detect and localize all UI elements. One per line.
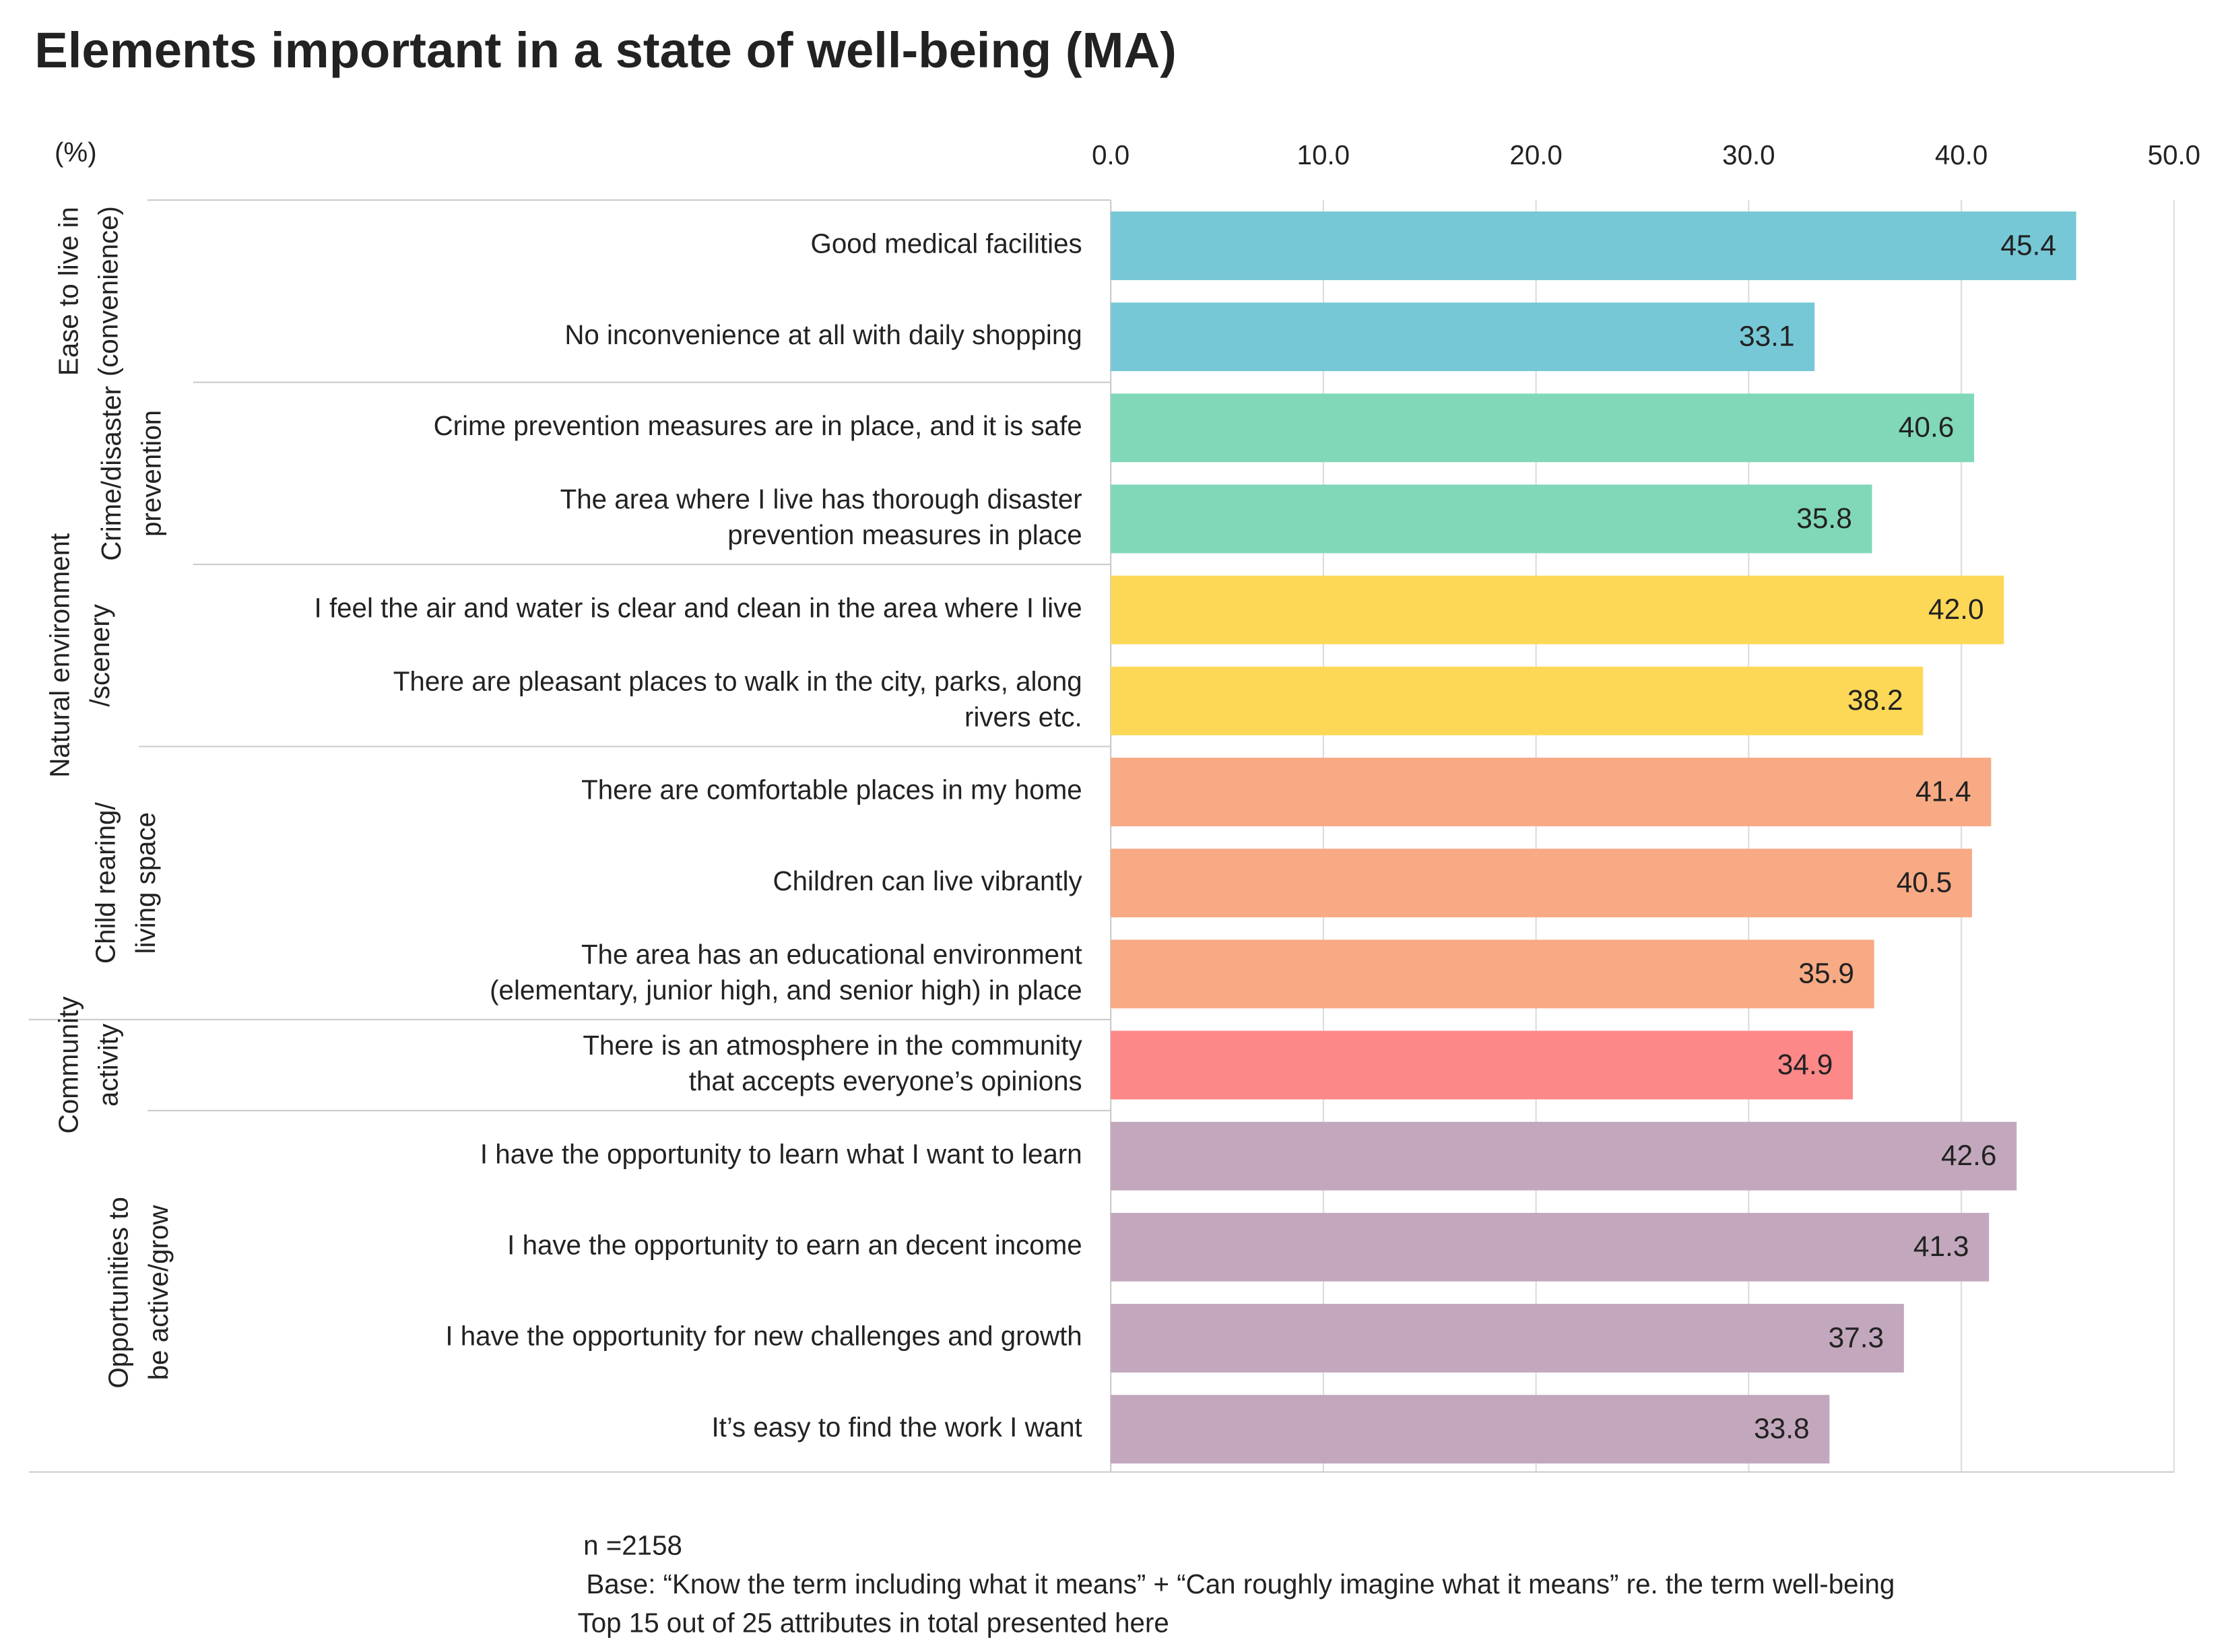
x-tick-label: 10.0 [1297,140,1350,170]
value-label: 34.9 [1777,1049,1833,1080]
value-label: 33.8 [1754,1413,1810,1445]
category-label: Good medical facilities [811,229,1082,259]
category-label: I have the opportunity to earn an decent… [507,1230,1082,1260]
value-label: 42.0 [1928,593,1984,625]
value-label: 45.4 [2000,229,2056,261]
bar [1111,939,1874,1009]
bar [1111,484,1872,554]
bar [1111,1304,1904,1373]
value-label: 40.6 [1899,411,1955,443]
value-label: 42.6 [1941,1139,1997,1171]
group-label: Opportunities to be active/grow [103,1197,173,1388]
bar [1111,575,2004,645]
group-label: Ease to live in (convenience) [53,206,123,376]
category-label: There are comfortable places in my home [581,775,1082,805]
category-label: Crime prevention measures are in place, … [434,411,1082,441]
category-label: No inconvenience at all with daily shopp… [564,320,1082,350]
bar [1111,302,1815,372]
value-label: 33.1 [1739,320,1795,352]
value-label: 35.9 [1798,958,1854,989]
category-label: It’s easy to find the work I want [711,1412,1082,1443]
group-label: Natural environment/scenery [44,533,114,778]
value-label: 41.3 [1913,1230,1969,1262]
x-tick-label: 20.0 [1509,140,1562,170]
group-label: Crime/disaster prevention [96,386,166,561]
footnote: n =2158 [583,1531,682,1561]
x-tick-label: 50.0 [2148,140,2200,170]
value-label: 35.8 [1796,502,1852,534]
group-label: Community activity [53,996,123,1134]
category-label: I have the opportunity to learn what I w… [480,1139,1082,1169]
category-label: There is an atmosphere in the community t… [583,1030,1082,1096]
category-label: The area has an educational environment(… [490,939,1082,1005]
group-label: Child rearing/living space [90,802,160,964]
chart-title: Elements important in a state of well-be… [34,22,1177,78]
bar [1111,666,1924,735]
footnote: Base: “Know the term including what it m… [586,1569,1895,1599]
bar [1111,1121,2017,1191]
x-tick-label: 0.0 [1092,140,1129,170]
x-tick-label: 40.0 [1935,140,1988,170]
bar [1111,1395,1830,1464]
footnote: Top 15 out of 25 attributes in total pre… [578,1608,1169,1638]
category-label: Children can live vibrantly [773,866,1083,896]
bar [1111,758,1992,826]
bar [1111,393,1975,463]
bar [1111,1212,1990,1282]
value-label: 40.5 [1897,866,1953,898]
category-label: There are pleasant places to walk in the… [393,666,1082,732]
unit-label: (%) [55,137,97,168]
value-label: 38.2 [1847,684,1903,716]
category-label: I have the opportunity for new challenge… [445,1321,1082,1352]
bar [1111,211,2076,280]
value-label: 41.4 [1915,775,1971,807]
x-tick-label: 30.0 [1722,140,1775,170]
category-label: The area where I live has thorough disas… [560,484,1082,550]
bar [1111,1030,1854,1100]
bar [1111,849,1972,918]
category-label: I feel the air and water is clear and cl… [315,593,1082,623]
value-label: 37.3 [1829,1321,1884,1353]
